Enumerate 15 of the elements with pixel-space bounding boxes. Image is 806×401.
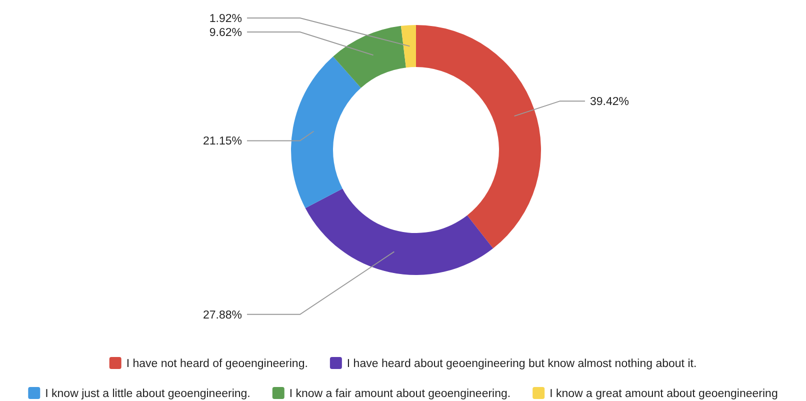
donut-slice: [305, 188, 494, 275]
legend-label: I know a great amount about geoengineering: [550, 388, 778, 400]
legend-label: I know a fair amount about geoengineering.: [289, 388, 511, 400]
legend-label: I have not heard of geoengineering.: [126, 358, 308, 370]
data-label: 21.15%: [202, 136, 242, 148]
donut-slice: [400, 25, 416, 68]
data-label: 1.92%: [209, 13, 242, 26]
legend-label: I know just a little about geoengineering.: [45, 388, 250, 400]
data-label: 27.88%: [202, 309, 242, 322]
donut-slice: [416, 25, 541, 248]
legend-label: I have heard about geoengineering but know almost nothing about it.: [346, 358, 697, 370]
data-label: 9.62%: [209, 27, 242, 40]
donut-slice: [291, 56, 361, 208]
donut-slice: [333, 26, 406, 88]
data-label: 39.42%: [590, 96, 630, 108]
